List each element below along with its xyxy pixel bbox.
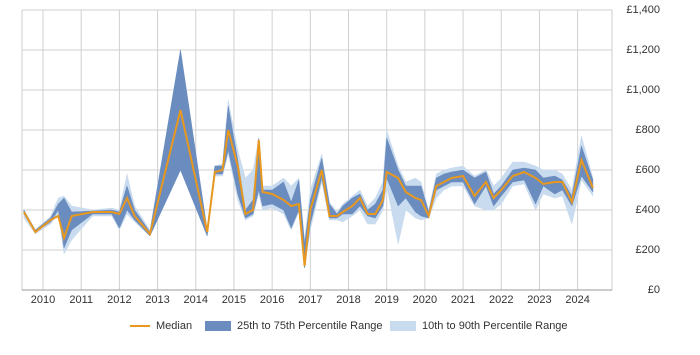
legend-label: 10th to 90th Percentile Range [422,320,568,332]
x-tick-label: 2021 [451,294,475,306]
y-tick-label: £800 [636,124,660,136]
x-tick-label: 2015 [222,294,246,306]
y-tick-label: £0 [648,284,660,296]
x-tick-label: 2020 [413,294,437,306]
legend-swatch [390,321,416,331]
x-tick-label: 2019 [374,294,398,306]
y-tick-label: £1,400 [626,4,660,16]
plot-area [21,9,613,291]
x-tick-label: 2017 [298,294,322,306]
x-tick-label: 2022 [489,294,513,306]
x-tick-label: 2014 [184,294,208,306]
y-tick-label: £200 [636,244,660,256]
legend-swatch [205,321,231,331]
x-tick-label: 2024 [565,294,589,306]
x-tick-label: 2012 [107,294,131,306]
y-tick-label: £1,200 [626,44,660,56]
legend-label: Median [156,320,192,332]
x-tick-label: 2013 [145,294,169,306]
y-tick-label: £1,000 [626,84,660,96]
y-tick-label: £400 [636,204,660,216]
x-tick-label: 2016 [260,294,284,306]
x-tick-label: 2018 [336,294,360,306]
y-tick-label: £600 [636,164,660,176]
x-tick-label: 2011 [69,294,93,306]
median-line [23,109,594,267]
legend-label: 25th to 75th Percentile Range [237,320,383,332]
x-tick-label: 2010 [31,294,55,306]
x-tick-label: 2023 [527,294,551,306]
